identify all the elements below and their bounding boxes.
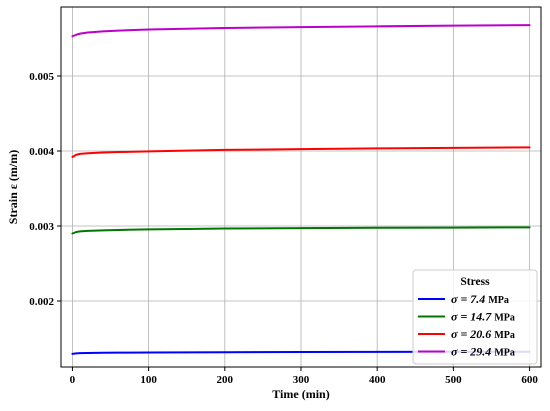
legend-box [412,269,538,365]
x-tick-label: 400 [369,374,386,386]
legend-items: σ = 7.4 MPa σ = 14.7 MPa σ = 20.6 MPa σ = 2… [418,292,515,359]
series-line-2 [71,226,531,235]
series-line-1 [71,350,531,355]
series-line-3 [71,146,531,158]
legend-label-4: σ = 29.4 MPa [451,345,515,359]
legend: Stress σ = 7.4 MPa σ = 14.7 MPa σ = 20.6 M… [412,269,538,365]
legend-title: Stress [460,276,490,288]
x-tick-label: 300 [293,374,310,386]
legend-label-3: σ = 20.6 MPa [451,327,515,341]
x-axis-title: Time (min) [272,387,329,401]
y-tick-label: 0.005 [29,71,54,83]
y-tick-label: 0.003 [29,221,54,233]
tick-layer: 0 100 200 300 400 500 600 0.002 0.003 0.004 0.005 [29,71,538,386]
y-tick-label: 0.002 [29,296,54,308]
grid-layer [61,7,541,367]
series-line-4 [71,24,531,38]
x-tick-label: 0 [70,374,76,386]
y-tick-label: 0.004 [29,146,54,158]
x-tick-label: 200 [217,374,234,386]
x-tick-label: 500 [445,374,462,386]
x-tick-label: 600 [521,374,538,386]
y-axis-title: Strain ε (m/m) [6,150,20,224]
x-tick-label: 100 [140,374,157,386]
series-layer [71,24,531,355]
legend-label-2: σ = 14.7 MPa [451,310,515,324]
legend-label-1: σ = 7.4 MPa [451,292,509,306]
